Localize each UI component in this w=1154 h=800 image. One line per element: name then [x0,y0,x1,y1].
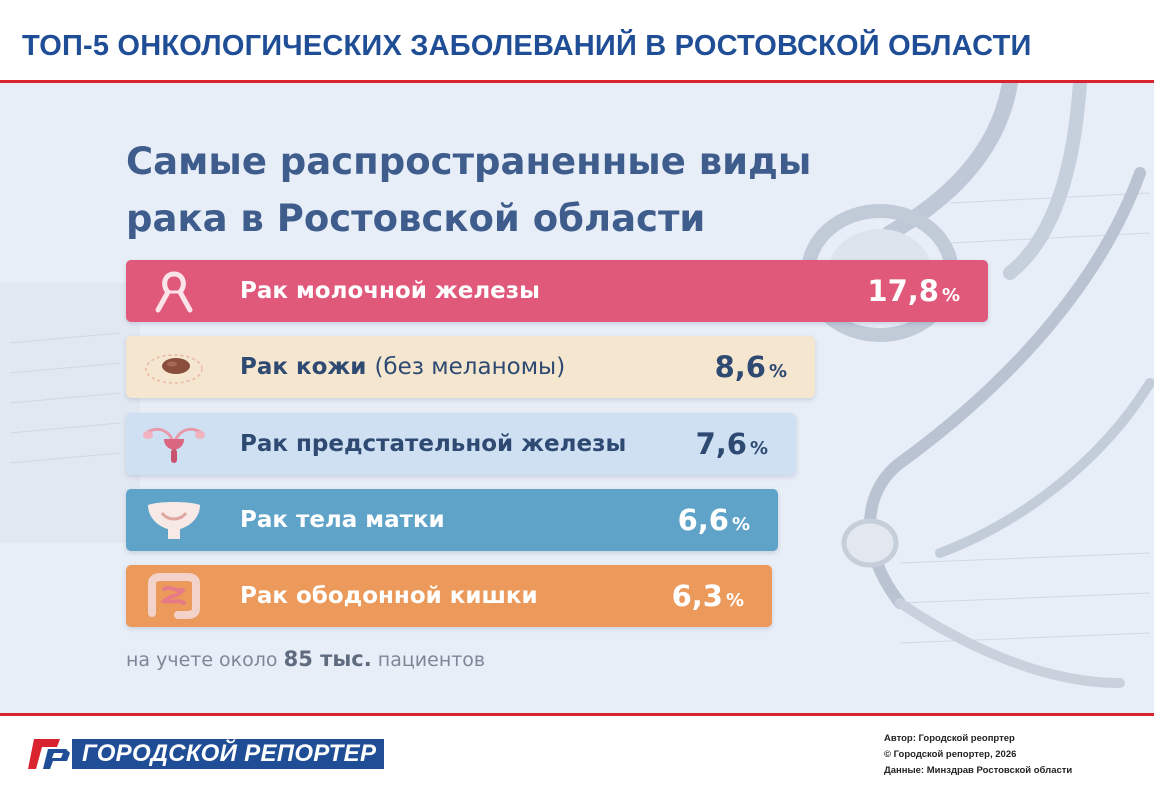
chart-bar-label: Рак кожи (без меланомы) [240,336,565,398]
bar-label-extra: (без меланомы) [374,354,566,380]
credit-copyright: © Городской репортер, 2026 [884,749,1017,760]
poster-title: Самые распространенные виды рака в Росто… [126,133,986,247]
chart-bar-value: 7,6% [696,413,768,480]
poster-title-line-1: Самые распространенные виды [126,140,812,183]
bar-label-main: Рак ободонной кишки [240,583,538,609]
chart-bar-colon-cancer: Рак ободонной кишки 6,3% [126,565,772,627]
page-header: ТОП-5 ОНКОЛОГИЧЕСКИХ ЗАБОЛЕВАНИЙ В РОСТО… [0,0,1154,82]
footnote-suffix: пациентов [377,649,486,671]
bar-label-main: Рак молочной железы [240,278,540,304]
bar-value-unit: % [731,514,750,535]
infographic-poster: Самые распространенные виды рака в Росто… [0,83,1154,713]
gorodskoy-reporter-logo: ГОРОДСКОЙ РЕПОРТЕР [26,737,386,769]
page-title: ТОП-5 ОНКОЛОГИЧЕСКИХ ЗАБОЛЕВАНИЙ В РОСТО… [22,30,1032,62]
credit-source: Данные: Минздрав Ростовской области [884,765,1073,776]
poster-title-line-2: рака в Ростовской области [126,197,706,240]
chart-bar-value: 8,6% [715,336,787,403]
bar-label-main: Рак тела матки [240,507,445,533]
bar-label-main: Рак кожи [240,354,367,380]
logo-wordmark: ГОРОДСКОЙ РЕПОРТЕР [72,739,384,769]
chart-bar-uterine-cancer: Рак тела матки 6,6% [126,489,778,551]
footnote-number: 85 тыс. [283,647,372,671]
chart-bar-value: 6,6% [678,489,750,556]
bar-value-number: 6,6 [677,503,729,537]
chart-bar-label: Рак тела матки [240,489,445,551]
chart-bar-label: Рак ободонной кишки [240,565,538,627]
bar-value-unit: % [749,438,768,459]
chart-bar-prostate-cancer: Рак предстательной железы 7,6% [126,413,796,475]
bar-label-main: Рак предстательной железы [240,431,627,457]
bar-value-number: 8,6 [714,350,766,384]
bar-value-unit: % [768,361,787,382]
mole-icon [145,354,203,384]
logo-mark-icon [28,739,70,769]
bottom-divider [0,713,1154,716]
chart-bar-value: 17,8% [867,260,960,327]
patients-footnote: на учете около 85 тыс. пациентов [126,647,485,671]
bar-value-number: 17,8 [867,274,939,308]
colon-icon [148,573,200,619]
chart-bar-label: Рак молочной железы [240,260,540,322]
chart-bar-breast-cancer: Рак молочной железы 17,8% [126,260,988,322]
uterus-icon [148,502,200,539]
bar-value-number: 7,6 [695,427,747,461]
credit-author: Автор: Городской реопртер [884,733,1015,744]
prostate-icon [143,427,205,463]
ribbon-icon [155,271,193,313]
credits-block: Автор: Городской реопртер © Городской ре… [884,731,1072,779]
footnote-prefix: на учете около [126,649,278,671]
bar-value-unit: % [725,590,744,611]
bar-value-number: 6,3 [671,579,723,613]
chart-bar-value: 6,3% [672,565,744,632]
top-divider [0,80,1154,83]
chart-bar-skin-cancer: Рак кожи (без меланомы) 8,6% [126,336,815,398]
chart-bar-label: Рак предстательной железы [240,413,626,475]
bar-value-unit: % [941,285,960,306]
